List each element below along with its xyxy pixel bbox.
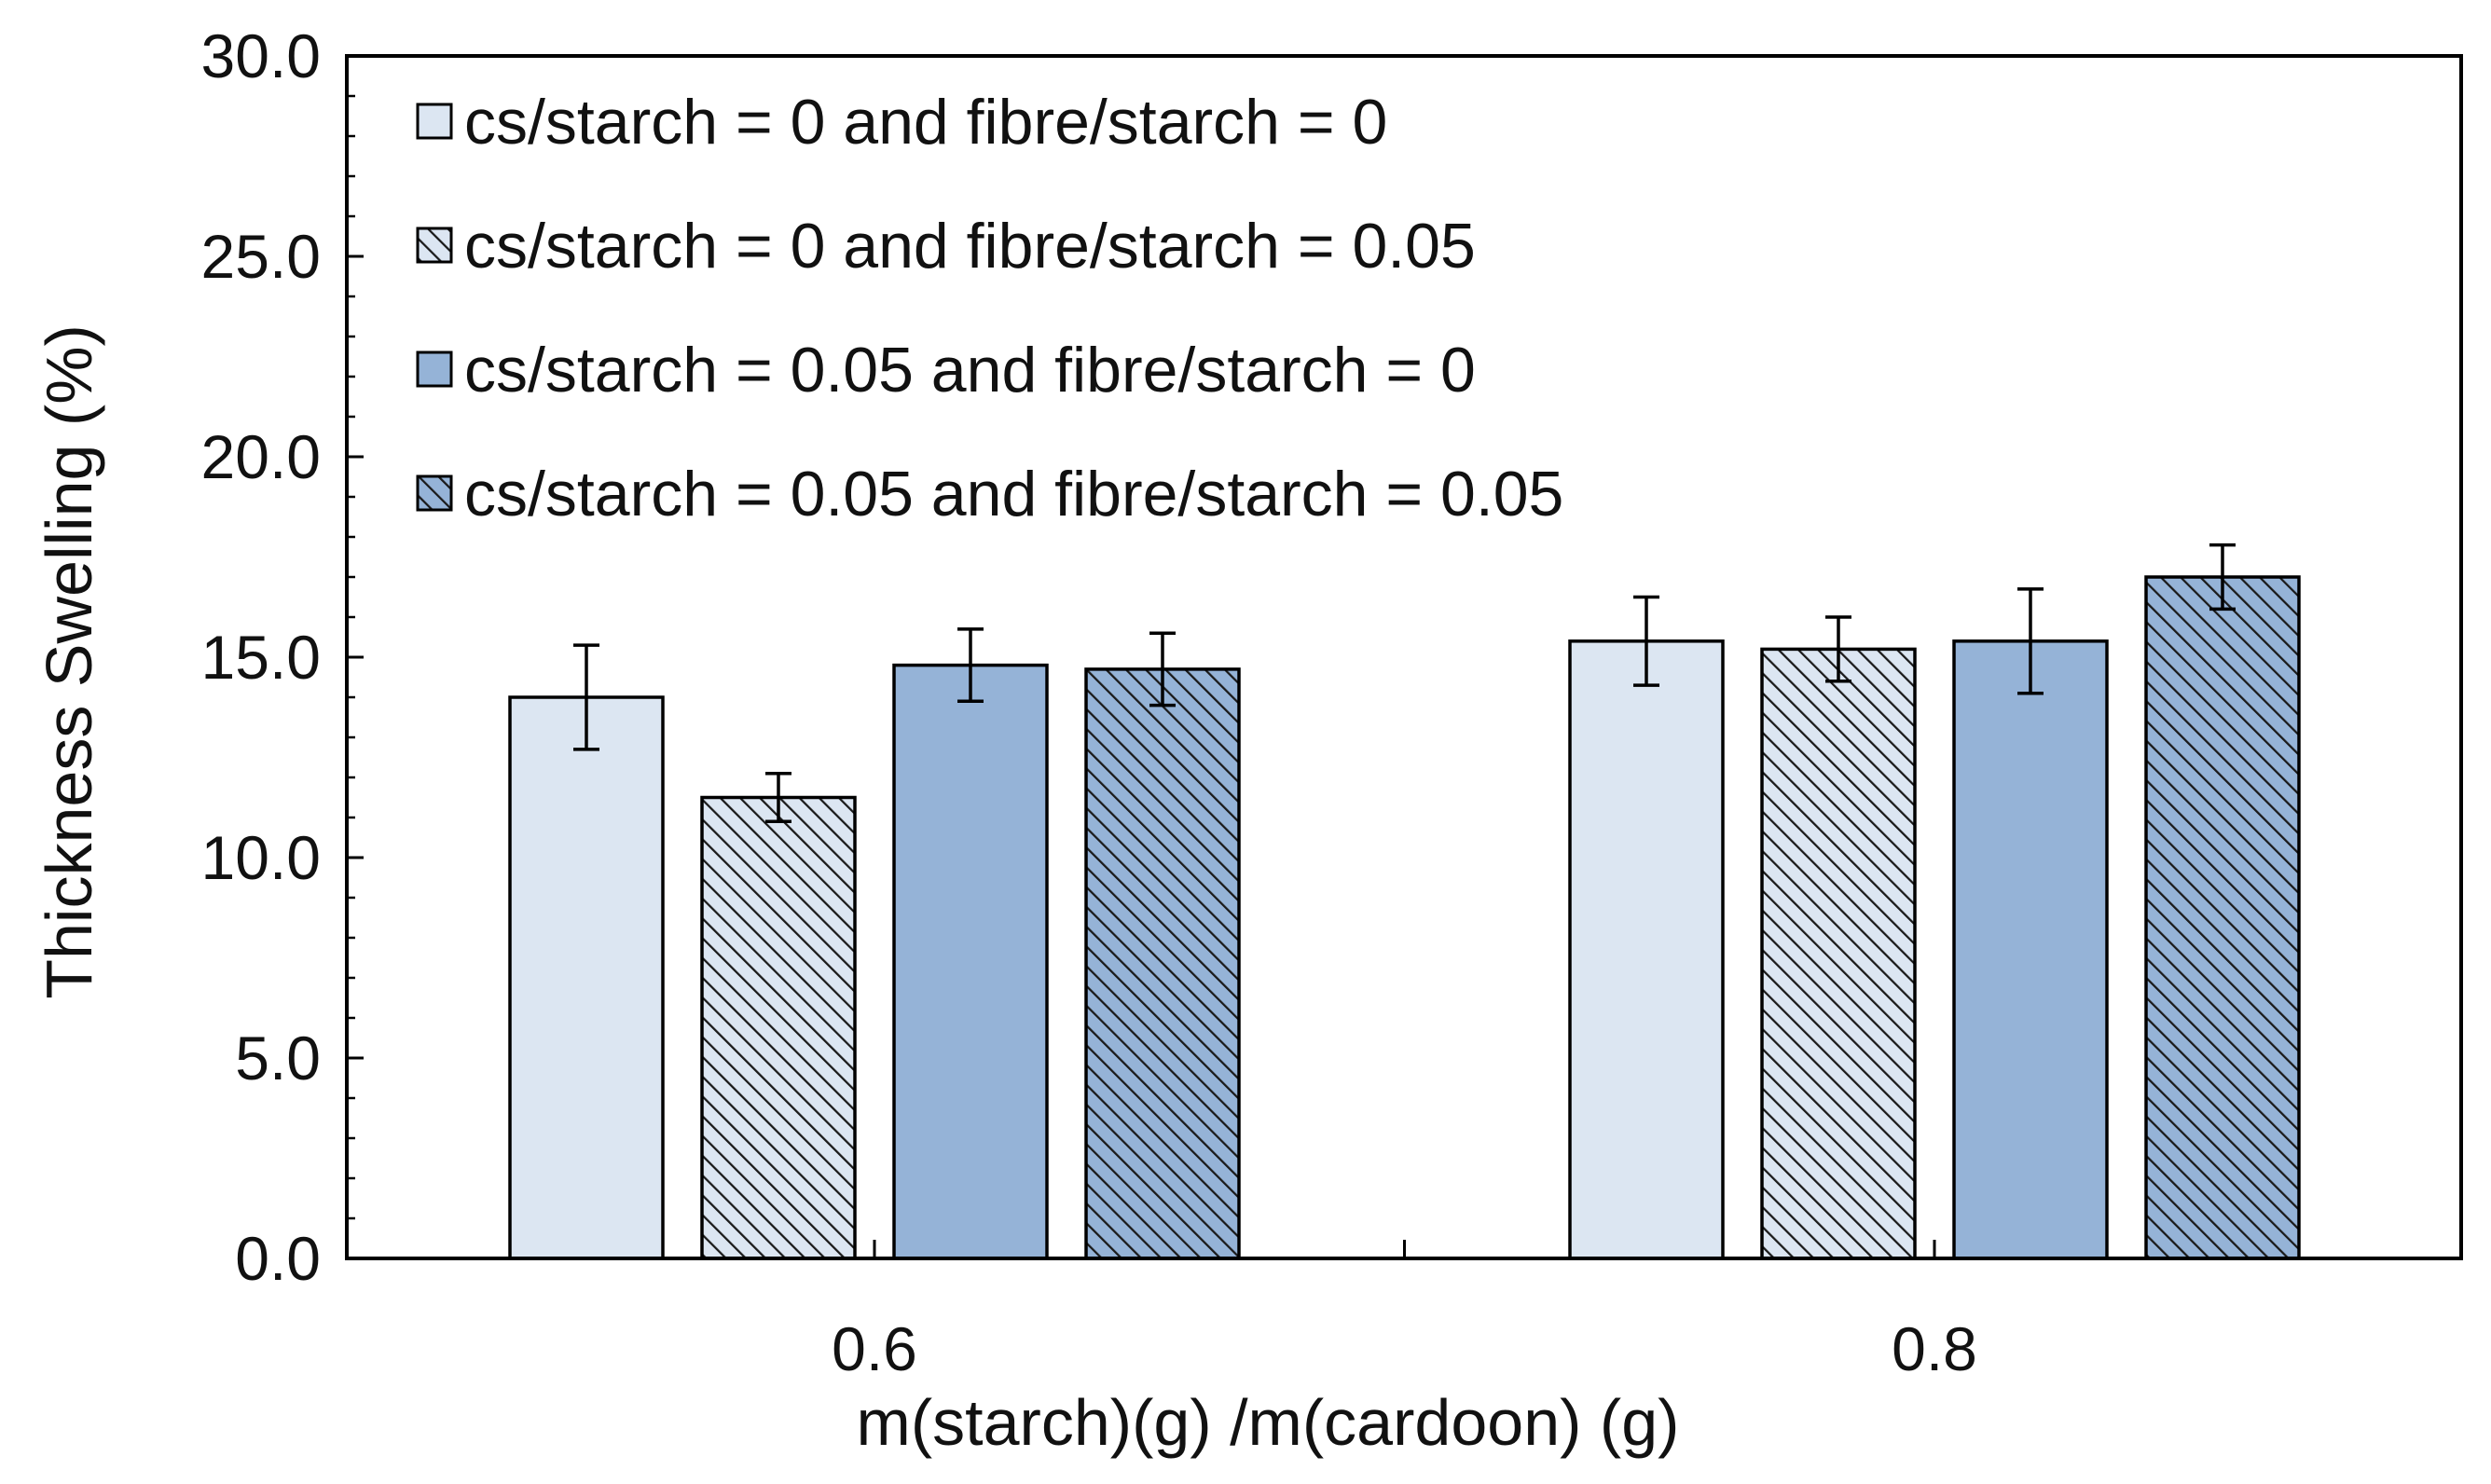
error-bar-1-0.8: [1633, 595, 1659, 687]
legend-label: cs/starch = 0.05 and fibre/starch = 0.05: [464, 459, 1563, 529]
error-bar-4-0.6: [1149, 631, 1176, 708]
legend-item-3: cs/starch = 0.05 and fibre/starch = 0: [416, 335, 1476, 405]
x-axis-title: m(starch)(g) /m(cardoon) (g): [857, 1386, 1680, 1459]
y-axis-title: Thickness Swelling (%): [33, 324, 105, 999]
legend: cs/starch = 0 and fibre/starch = 0 cs/sta…: [416, 87, 1563, 529]
y-tick-label: 25.0: [201, 222, 321, 291]
legend-label: cs/starch = 0 and fibre/starch = 0.05: [464, 211, 1476, 282]
legend-item-4: cs/starch = 0.05 and fibre/starch = 0.05: [416, 459, 1563, 529]
bar-1-0.8: [1568, 639, 1725, 1260]
error-bar-2-0.6: [765, 771, 791, 824]
error-bars-layer: [573, 543, 2236, 824]
legend-label: cs/starch = 0 and fibre/starch = 0: [464, 87, 1387, 158]
y-tick-label: 0.0: [235, 1224, 321, 1293]
bar-2-0.8: [1760, 647, 1917, 1260]
bars-layer: [508, 575, 2301, 1260]
error-bar-3-0.8: [2017, 587, 2044, 695]
bar-4-0.8: [2144, 575, 2301, 1260]
legend-swatch: [416, 227, 453, 264]
bar-1-0.6: [508, 695, 665, 1260]
legend-label: cs/starch = 0.05 and fibre/starch = 0: [464, 335, 1476, 405]
error-bar-1-0.6: [573, 643, 599, 751]
y-tick-label: 5.0: [235, 1024, 321, 1092]
y-tick-label: 30.0: [201, 21, 321, 90]
legend-swatch: [416, 350, 453, 388]
bar-3-0.8: [1952, 639, 2109, 1260]
legend-item-1: cs/starch = 0 and fibre/starch = 0: [416, 87, 1387, 158]
error-bar-2-0.8: [1825, 615, 1851, 683]
x-tick-label: 0.6: [832, 1314, 917, 1383]
y-tick-label: 20.0: [201, 422, 321, 491]
y-tick-label: 10.0: [201, 823, 321, 892]
axes-layer: 0.0 5.0 10.0 15.0 20.0 25.0 30.0 0.6 0.8: [201, 21, 2463, 1383]
legend-item-2: cs/starch = 0 and fibre/starch = 0.05: [416, 211, 1476, 282]
error-bar-3-0.6: [957, 627, 984, 704]
legend-swatch: [416, 474, 453, 512]
legend-swatch: [416, 103, 453, 140]
x-tick-label: 0.8: [1892, 1314, 1977, 1383]
bar-2-0.6: [700, 795, 857, 1260]
bar-3-0.6: [892, 663, 1049, 1260]
bar-4-0.6: [1084, 667, 1241, 1260]
error-bar-4-0.8: [2209, 543, 2236, 611]
y-tick-label: 15.0: [201, 623, 321, 692]
